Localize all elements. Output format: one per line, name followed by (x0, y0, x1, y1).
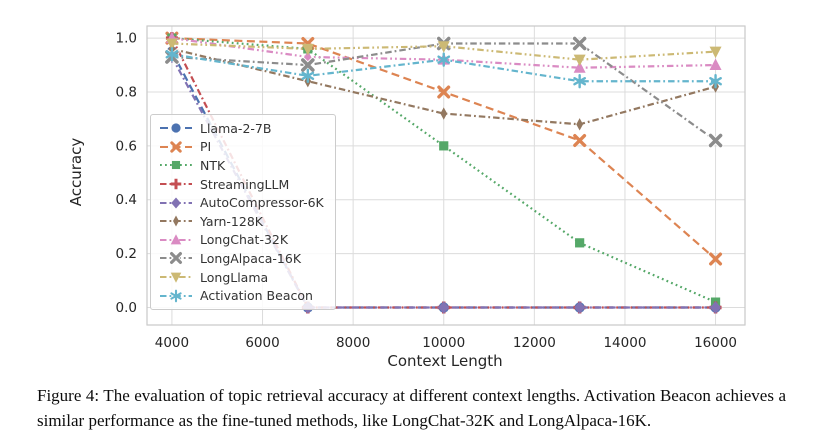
plot-border (146, 25, 746, 326)
y-tick-label: 0.4 (116, 192, 137, 208)
marker-star (170, 289, 182, 302)
legend-label: PI (200, 139, 212, 155)
legend-item: Llama-2-7B (159, 119, 335, 137)
x-tick-label: 16000 (694, 335, 737, 351)
legend-item: LongChat-32K (159, 231, 335, 249)
legend-label: Llama-2-7B (200, 120, 272, 136)
legend-label: AutoCompressor-6K (200, 195, 324, 211)
marker-thin-diamond (440, 107, 448, 120)
marker-triangle-down (709, 46, 722, 59)
legend-label: LongLlama (200, 269, 269, 285)
series-line (171, 37, 716, 304)
marker-x-bold (301, 58, 315, 72)
legend-item: AutoCompressor-6K (159, 194, 335, 212)
y-tick-label: 0.6 (116, 138, 137, 154)
marker-x-bold (170, 252, 182, 265)
series-activation-beacon (165, 47, 722, 89)
marker-square (575, 238, 585, 248)
legend-label: NTK (200, 157, 226, 173)
marker-star (437, 52, 451, 67)
legend-item: PI (159, 138, 335, 156)
legend-marker-sample (160, 289, 192, 302)
legend-item: LongLlama (159, 268, 335, 286)
marker-x (437, 85, 451, 99)
marker-diamond (710, 301, 721, 314)
legend-marker-sample (160, 123, 192, 133)
legend-label: Yarn-128K (200, 213, 263, 229)
y-tick-label: 0.8 (116, 84, 137, 100)
legend-label: StreamingLLM (200, 176, 290, 192)
marker-triangle-down (437, 41, 450, 53)
legend-item: StreamingLLM (159, 175, 335, 193)
marker-x (573, 133, 587, 147)
marker-circle (171, 123, 181, 133)
legend-marker-sample (160, 141, 192, 153)
tick-labels: 4000 6000 8000 10000 12000 14000 16000 0.0 0.2 0.… (116, 31, 738, 351)
series-longllama (165, 38, 722, 67)
legend-marker-sample (160, 197, 192, 209)
legend-marker-sample (160, 215, 192, 227)
line-chart: 4000 6000 8000 10000 12000 14000 16000 0.0 0.2 0.… (116, 25, 746, 351)
marker-triangle-down (573, 54, 586, 67)
marker-square (171, 161, 181, 170)
marker-star (573, 74, 587, 89)
legend-item: LongAlpaca-16K (159, 249, 335, 267)
y-axis-label: Accuracy (67, 137, 85, 207)
legend-item: Yarn-128K (159, 212, 335, 230)
legend-label: LongChat-32K (200, 232, 289, 248)
y-tick-label: 0.0 (116, 300, 137, 316)
marker-thin-diamond (576, 118, 584, 131)
x-tick-label: 4000 (155, 335, 189, 351)
x-tick-label: 14000 (603, 335, 646, 351)
marker-plus (170, 178, 182, 190)
marker-diamond (574, 301, 586, 314)
legend-item: Activation Beacon (159, 287, 335, 305)
marker-star (165, 47, 179, 62)
y-tick-label: 1.0 (116, 31, 137, 47)
x-tick-label: 6000 (245, 335, 279, 351)
marker-triangle-up (573, 61, 586, 73)
marker-triangle-down (165, 38, 178, 51)
legend-label: LongAlpaca-16K (200, 250, 302, 266)
legend-marker-sample (160, 234, 192, 245)
marker-x-bold (708, 133, 723, 148)
marker-triangle-up (709, 58, 722, 71)
legend-item: NTK (159, 156, 335, 174)
y-tick-label: 0.2 (116, 246, 137, 262)
series-line (171, 47, 716, 126)
legend-marker-sample (160, 178, 192, 190)
marker-x-bold (572, 36, 587, 51)
legend-marker-sample (160, 251, 192, 266)
marker-triangle-up (170, 234, 182, 245)
marker-triangle-down (301, 43, 314, 56)
x-axis-label: Context Length (387, 352, 503, 370)
marker-x (709, 252, 723, 266)
legend-marker-sample (160, 161, 192, 170)
marker-star (301, 68, 315, 84)
legend-label: Activation Beacon (200, 288, 313, 304)
legend-marker-sample (160, 272, 192, 283)
marker-diamond (171, 197, 181, 209)
marker-star (709, 74, 722, 89)
marker-x (170, 141, 182, 153)
marker-thin-diamond (173, 215, 179, 227)
chart-legend: Llama-2-7B PI NTK StreamingLLM AutoCompresso… (150, 114, 336, 310)
x-tick-label: 12000 (513, 335, 556, 351)
marker-diamond (438, 301, 450, 314)
figure-caption: Figure 4: The evaluation of topic retrie… (37, 386, 786, 430)
x-tick-label: 10000 (422, 335, 465, 351)
marker-square (439, 141, 449, 151)
x-tick-label: 8000 (336, 335, 370, 351)
marker-triangle-down (170, 272, 182, 283)
